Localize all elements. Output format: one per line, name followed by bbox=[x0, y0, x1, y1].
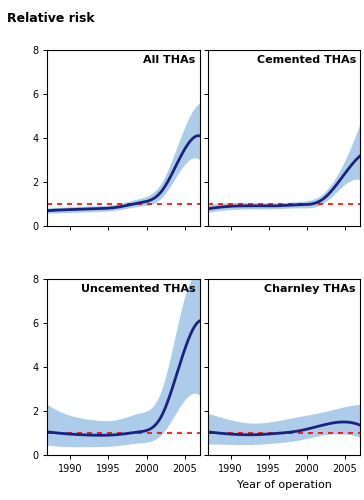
X-axis label: Year of operation: Year of operation bbox=[237, 480, 332, 490]
Text: Charnley THAs: Charnley THAs bbox=[264, 284, 356, 294]
Text: Relative risk: Relative risk bbox=[7, 12, 95, 26]
Text: All THAs: All THAs bbox=[143, 56, 195, 66]
Text: Cemented THAs: Cemented THAs bbox=[257, 56, 356, 66]
Text: Uncemented THAs: Uncemented THAs bbox=[81, 284, 195, 294]
